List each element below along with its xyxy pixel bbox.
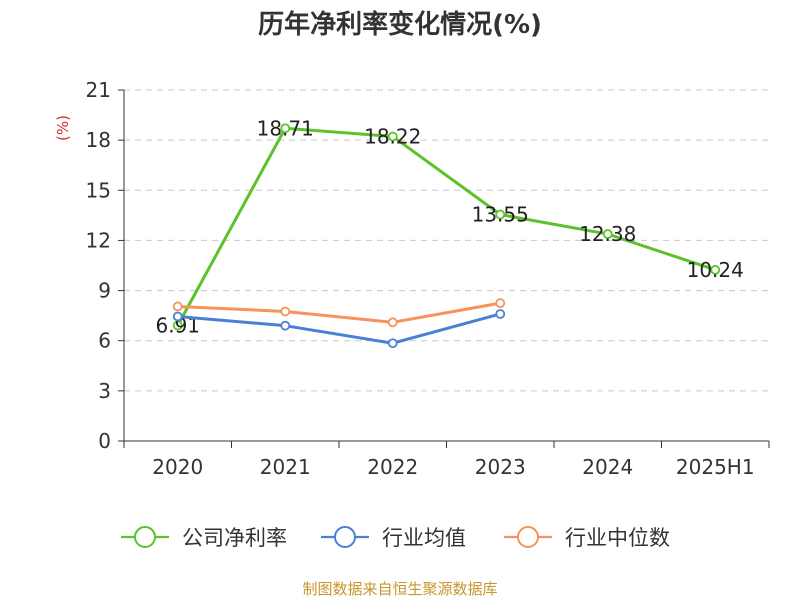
data-point (495, 209, 506, 220)
source-note: 制图数据来自恒生聚源数据库 (302, 580, 497, 598)
data-point (172, 320, 183, 331)
data-label: 12.38 (579, 222, 636, 246)
data-point (710, 264, 721, 275)
y-tick-label: 9 (98, 279, 111, 303)
legend-item: 行业均值 (321, 526, 466, 550)
y-tick-label: 12 (86, 228, 111, 252)
x-tick-label: 2024 (582, 455, 633, 479)
series-1 (172, 309, 506, 349)
data-label: 10.24 (687, 258, 744, 282)
data-point (172, 301, 183, 312)
legend-label: 行业均值 (382, 526, 466, 550)
data-label: 13.55 (472, 203, 529, 227)
data-point (172, 311, 183, 322)
series-line (177, 312, 501, 345)
y-axis-label: (%) (54, 115, 72, 141)
data-point (387, 338, 398, 349)
y-tick-label: 15 (86, 178, 111, 202)
legend: 公司净利率 行业均值 行业中位数 (121, 526, 670, 550)
y-tick-label: 0 (98, 429, 111, 453)
data-point (280, 320, 291, 331)
x-tick-label: 2022 (367, 455, 418, 479)
y-tick-label: 18 (86, 128, 111, 152)
x-tick-label: 2023 (475, 455, 526, 479)
legend-marker (334, 526, 356, 548)
chart-title: 历年净利率变化情况(%) (258, 9, 542, 40)
data-point (387, 131, 398, 142)
x-tick-label: 2020 (152, 455, 203, 479)
legend-marker (134, 526, 156, 548)
legend-label: 行业中位数 (565, 526, 670, 550)
legend-label: 公司净利率 (182, 526, 287, 550)
legend-item: 公司净利率 (121, 526, 287, 550)
data-label: 18.22 (364, 124, 421, 148)
y-tick-label: 3 (98, 379, 111, 403)
x-tick-label: 2025H1 (676, 455, 755, 479)
axes: 0 3 6 9 12 15 18 21 2020 2021 2022 2023 2024 2025H1 (86, 78, 770, 479)
y-tick-label: 21 (86, 78, 111, 102)
data-point (280, 306, 291, 317)
legend-item: 行业中位数 (504, 526, 670, 550)
y-tick-label: 6 (98, 329, 111, 353)
x-tick-label: 2021 (260, 455, 311, 479)
series-line (177, 301, 501, 324)
data-point (602, 229, 613, 239)
data-point (495, 309, 506, 319)
data-point (387, 317, 398, 328)
data-label: 18.71 (257, 116, 314, 140)
legend-marker (517, 526, 539, 548)
data-point (495, 298, 506, 309)
gridlines (124, 89, 769, 392)
data-point (280, 123, 291, 134)
series-line (176, 126, 716, 327)
series-2 (172, 298, 506, 328)
